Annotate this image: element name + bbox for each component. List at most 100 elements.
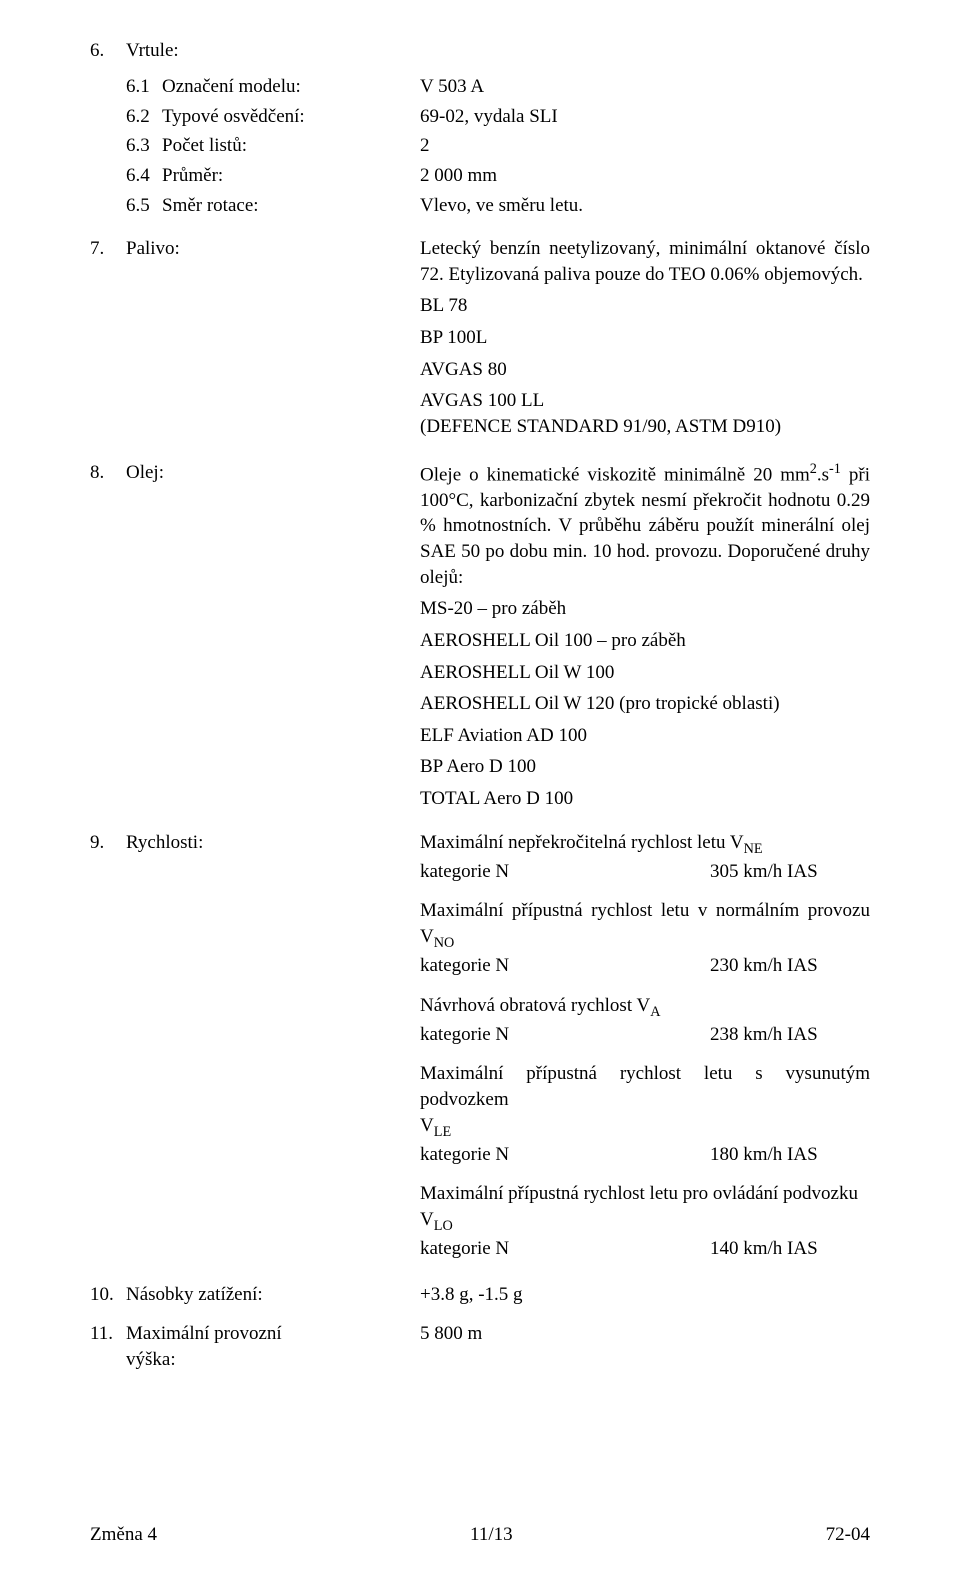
speed-block-4: Maximální přípustná rychlost letu pro ov…	[420, 1181, 870, 1261]
s11-label-line2: výška:	[126, 1347, 420, 1373]
item-6-4: 6.4 Průměr: 2 000 mm	[126, 163, 870, 189]
sp-sub: NE	[744, 841, 763, 857]
sp-pre2: V	[420, 1115, 434, 1136]
kat-val: 305 km/h IAS	[710, 859, 870, 885]
section-7: 7. Palivo: Letecký benzín neetylizovaný,…	[90, 236, 870, 445]
item-num: 6.2	[126, 104, 162, 130]
section-11-label: Maximální provozní výška:	[126, 1321, 420, 1372]
sp-pre: Maximální nepřekročitelná rychlost letu …	[420, 832, 744, 853]
s8-sup1: 2	[810, 461, 817, 477]
kat-label: kategorie N	[420, 1142, 710, 1168]
speed-kat: kategorie N 140 km/h IAS	[420, 1236, 870, 1262]
speed-kat: kategorie N 305 km/h IAS	[420, 859, 870, 885]
sp-sub2: LE	[434, 1123, 451, 1139]
sp-pre: Maximální přípustná rychlost letu v norm…	[420, 900, 870, 947]
item-num: 6.5	[126, 193, 162, 219]
section-9-body: Maximální nepřekročitelná rychlost letu …	[420, 830, 870, 1268]
oil-line-4: ELF Aviation AD 100	[420, 723, 870, 749]
item-value: V 503 A	[420, 74, 870, 100]
oil-line-5: BP Aero D 100	[420, 754, 870, 780]
section-9-num: 9.	[90, 830, 126, 856]
section-7-label: Palivo:	[126, 236, 420, 262]
s8-lead-pre: Oleje o kinematické viskozitě minimálně …	[420, 464, 810, 485]
fuel-line-3: AVGAS 100 LL	[420, 388, 870, 414]
speed-line: Maximální přípustná rychlost letu pro ov…	[420, 1181, 870, 1207]
item-6-5: 6.5 Směr rotace: Vlevo, ve směru letu.	[126, 193, 870, 219]
section-11-num: 11.	[90, 1321, 126, 1347]
kat-val: 180 km/h IAS	[710, 1142, 870, 1168]
item-value: 2 000 mm	[420, 163, 870, 189]
kat-val: 140 km/h IAS	[710, 1236, 870, 1262]
speed-block-1: Maximální přípustná rychlost letu v norm…	[420, 898, 870, 978]
item-num: 6.1	[126, 74, 162, 100]
item-6-2: 6.2 Typové osvědčení: 69-02, vydala SLI	[126, 104, 870, 130]
speed-line: Návrhová obratová rychlost VA	[420, 993, 870, 1022]
sp-pre: Maximální přípustná rychlost letu s vysu…	[420, 1063, 870, 1110]
footer-center: 11/13	[470, 1524, 513, 1546]
speed-kat: kategorie N 180 km/h IAS	[420, 1142, 870, 1168]
speed-line: Maximální přípustná rychlost letu s vysu…	[420, 1061, 870, 1112]
page-footer: Změna 4 11/13 72-04	[90, 1524, 870, 1546]
speed-block-2: Návrhová obratová rychlost VA kategorie …	[420, 993, 870, 1048]
kat-label: kategorie N	[420, 1236, 710, 1262]
item-label: Směr rotace:	[162, 193, 362, 219]
kat-val: 230 km/h IAS	[710, 953, 870, 979]
speed-line: Maximální přípustná rychlost letu v norm…	[420, 898, 870, 953]
fuel-line-4: (DEFENCE STANDARD 91/90, ASTM D910)	[420, 414, 870, 440]
fuel-line-2: AVGAS 80	[420, 357, 870, 383]
section-8-num: 8.	[90, 460, 126, 486]
section-7-lead: Letecký benzín neetylizovaný, minimální …	[420, 236, 870, 287]
section-6-title: Vrtule:	[126, 40, 179, 62]
sp-sub2: LO	[434, 1218, 453, 1234]
fuel-line-0: BL 78	[420, 293, 870, 319]
speed-line: Maximální nepřekročitelná rychlost letu …	[420, 830, 870, 859]
sp-sub: NO	[434, 935, 455, 951]
sp-pre: Maximální přípustná rychlost letu pro ov…	[420, 1183, 858, 1204]
footer-right: 72-04	[826, 1524, 870, 1546]
oil-line-6: TOTAL Aero D 100	[420, 786, 870, 812]
item-value: Vlevo, ve směru letu.	[420, 193, 870, 219]
speed-line2: VLE	[420, 1113, 870, 1142]
section-6-items: 6.1 Označení modelu: V 503 A 6.2 Typové …	[90, 74, 870, 218]
item-6-1: 6.1 Označení modelu: V 503 A	[126, 74, 870, 100]
section-9-label: Rychlosti:	[126, 830, 420, 856]
sp-sub: A	[650, 1003, 660, 1019]
section-8-label: Olej:	[126, 460, 420, 486]
speed-kat: kategorie N 238 km/h IAS	[420, 1022, 870, 1048]
section-9: 9. Rychlosti: Maximální nepřekročitelná …	[90, 830, 870, 1268]
s11-label-line1: Maximální provozní	[126, 1321, 420, 1347]
oil-line-1: AEROSHELL Oil 100 – pro záběh	[420, 628, 870, 654]
section-7-body: Letecký benzín neetylizovaný, minimální …	[420, 236, 870, 445]
kat-label: kategorie N	[420, 953, 710, 979]
kat-label: kategorie N	[420, 1022, 710, 1048]
item-label: Označení modelu:	[162, 74, 362, 100]
section-10-value: +3.8 g, -1.5 g	[420, 1282, 870, 1308]
section-11-value: 5 800 m	[420, 1321, 870, 1347]
item-6-3: 6.3 Počet listů: 2	[126, 133, 870, 159]
item-value: 2	[420, 133, 870, 159]
item-label: Počet listů:	[162, 133, 362, 159]
speed-line2: VLO	[420, 1207, 870, 1236]
item-value: 69-02, vydala SLI	[420, 104, 870, 130]
oil-line-0: MS-20 – pro záběh	[420, 596, 870, 622]
item-num: 6.3	[126, 133, 162, 159]
sp-pre: Návrhová obratová rychlost V	[420, 995, 650, 1016]
section-10-label: Násobky zatížení:	[126, 1282, 420, 1308]
sp-pre2: V	[420, 1209, 434, 1230]
section-10: 10. Násobky zatížení: +3.8 g, -1.5 g	[90, 1282, 870, 1308]
item-label: Typové osvědčení:	[162, 104, 362, 130]
speed-block-3: Maximální přípustná rychlost letu s vysu…	[420, 1061, 870, 1167]
section-8-lead: Oleje o kinematické viskozitě minimálně …	[420, 460, 870, 591]
section-8-body: Oleje o kinematické viskozitě minimálně …	[420, 460, 870, 818]
speed-kat: kategorie N 230 km/h IAS	[420, 953, 870, 979]
section-8: 8. Olej: Oleje o kinematické viskozitě m…	[90, 460, 870, 818]
section-7-num: 7.	[90, 236, 126, 262]
speed-block-0: Maximální nepřekročitelná rychlost letu …	[420, 830, 870, 885]
item-label: Průměr:	[162, 163, 362, 189]
oil-line-3: AEROSHELL Oil W 120 (pro tropické oblast…	[420, 691, 870, 717]
fuel-line-1: BP 100L	[420, 325, 870, 351]
section-10-num: 10.	[90, 1282, 126, 1308]
s8-sup2: -1	[829, 461, 841, 477]
kat-val: 238 km/h IAS	[710, 1022, 870, 1048]
section-11: 11. Maximální provozní výška: 5 800 m	[90, 1321, 870, 1372]
